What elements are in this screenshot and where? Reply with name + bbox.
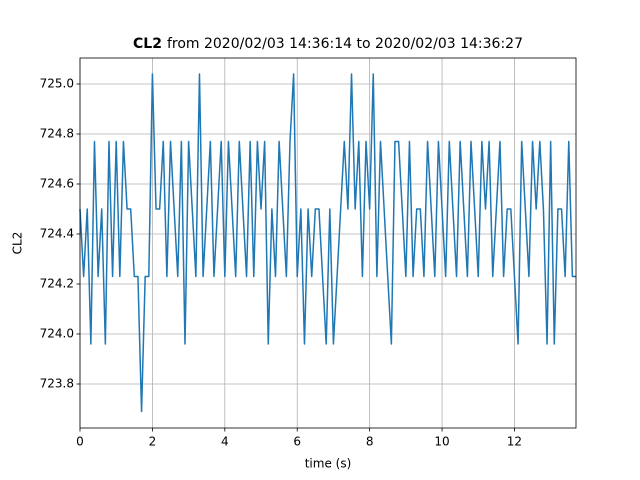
plot-frame	[79, 57, 577, 429]
y-tick-label: 724.8	[40, 127, 74, 141]
x-tick-label: 2	[149, 435, 157, 449]
title-text: from 2020/02/03 14:36:14 to 2020/02/03 1…	[167, 36, 523, 52]
title-name: CL2	[133, 36, 162, 52]
chart-title: CL2 from 2020/02/03 14:36:14 to 2020/02/0…	[133, 36, 523, 52]
y-tick-label: 724.0	[40, 327, 74, 341]
x-tick-label: 6	[293, 435, 301, 449]
data-line	[79, 73, 576, 413]
y-tick-label: 725.0	[40, 77, 74, 91]
x-tick-label: 8	[366, 435, 374, 449]
x-tick-label: 12	[507, 435, 522, 449]
x-tick-label: 10	[434, 435, 449, 449]
x-axis-label: time (s)	[305, 457, 352, 471]
y-tick-label: 723.8	[40, 377, 74, 391]
x-tick-label: 0	[76, 435, 84, 449]
y-tick-label: 724.2	[40, 277, 74, 291]
y-axis-label: CL2	[11, 232, 25, 255]
y-tick-label: 724.6	[40, 177, 74, 191]
y-tick-label: 724.4	[40, 227, 74, 241]
x-tick-label: 4	[221, 435, 229, 449]
